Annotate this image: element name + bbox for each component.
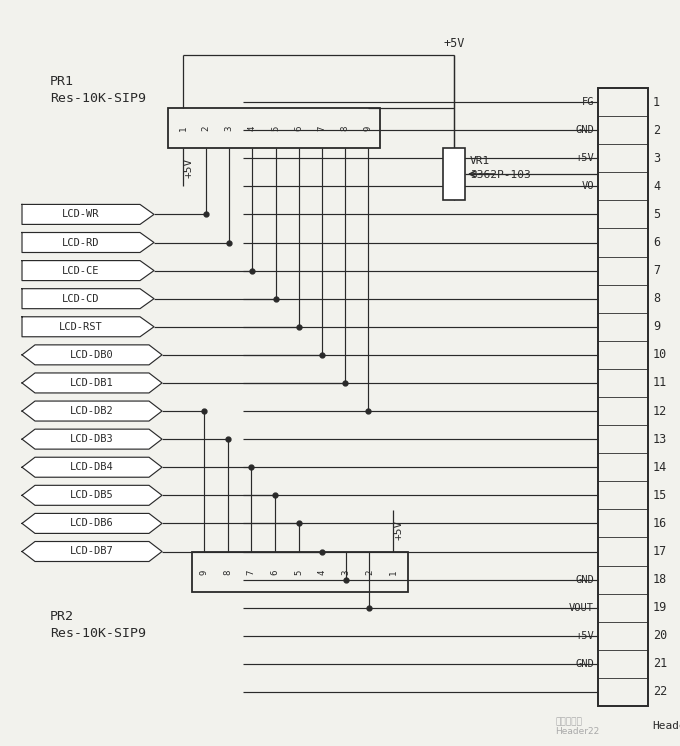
Polygon shape — [22, 373, 162, 393]
Text: 7: 7 — [318, 125, 326, 131]
Polygon shape — [22, 542, 162, 562]
Text: PR1: PR1 — [50, 75, 74, 88]
Text: 2: 2 — [202, 125, 211, 131]
Text: 9: 9 — [653, 320, 660, 333]
Bar — [192, 552, 408, 592]
Text: LCD-RST: LCD-RST — [59, 322, 103, 332]
Text: 19: 19 — [653, 601, 667, 614]
Text: GND: GND — [575, 574, 594, 585]
Text: GND: GND — [575, 659, 594, 669]
Text: 4: 4 — [248, 125, 257, 131]
Text: PR2: PR2 — [50, 610, 74, 623]
Polygon shape — [22, 233, 154, 252]
Text: 10: 10 — [653, 348, 667, 361]
Text: 1: 1 — [178, 125, 188, 131]
Text: LCD-CD: LCD-CD — [63, 294, 100, 304]
Text: 7: 7 — [653, 264, 660, 277]
Bar — [443, 148, 465, 200]
Text: LCD-DB2: LCD-DB2 — [70, 406, 114, 416]
Polygon shape — [22, 513, 162, 533]
Text: 21: 21 — [653, 657, 667, 671]
Text: Header22: Header22 — [652, 721, 680, 731]
Polygon shape — [22, 486, 162, 505]
Text: 3362P-103: 3362P-103 — [470, 170, 531, 180]
Text: 6: 6 — [294, 125, 303, 131]
Text: LCD-DB6: LCD-DB6 — [70, 518, 114, 528]
Text: 电子发烧友: 电子发烧友 — [555, 717, 582, 726]
Text: 3: 3 — [653, 151, 660, 165]
Polygon shape — [22, 457, 162, 477]
Text: VOUT: VOUT — [569, 603, 594, 612]
Polygon shape — [22, 289, 154, 309]
Text: 6: 6 — [271, 569, 279, 574]
Text: LCD-DB4: LCD-DB4 — [70, 463, 114, 472]
Text: 8: 8 — [653, 292, 660, 305]
Text: +5V: +5V — [575, 153, 594, 163]
Text: 8: 8 — [223, 569, 232, 574]
Text: LCD-DB1: LCD-DB1 — [70, 378, 114, 388]
Text: 4: 4 — [318, 569, 326, 574]
Text: +5V: +5V — [443, 37, 464, 50]
Text: 20: 20 — [653, 630, 667, 642]
Text: FG: FG — [581, 97, 594, 107]
Polygon shape — [22, 317, 154, 336]
Text: 9: 9 — [199, 569, 209, 574]
Text: +5V: +5V — [575, 631, 594, 641]
Text: 17: 17 — [653, 545, 667, 558]
Text: LCD-DB7: LCD-DB7 — [70, 547, 114, 557]
Text: VR1: VR1 — [470, 156, 490, 166]
Text: 16: 16 — [653, 517, 667, 530]
Text: 14: 14 — [653, 461, 667, 474]
Polygon shape — [22, 345, 162, 365]
Text: 2: 2 — [365, 569, 374, 574]
Bar — [598, 88, 648, 706]
Polygon shape — [22, 260, 154, 280]
Text: Res-10K-SIP9: Res-10K-SIP9 — [50, 627, 146, 640]
Polygon shape — [22, 429, 162, 449]
Text: 5: 5 — [271, 125, 280, 131]
Polygon shape — [22, 401, 162, 421]
Text: 2: 2 — [653, 124, 660, 137]
Text: 11: 11 — [653, 377, 667, 389]
Text: VO: VO — [581, 181, 594, 191]
Text: 18: 18 — [653, 573, 667, 586]
Text: 22: 22 — [653, 686, 667, 698]
Text: 1: 1 — [653, 95, 660, 109]
Text: LCD-CE: LCD-CE — [63, 266, 100, 275]
Text: LCD-DB3: LCD-DB3 — [70, 434, 114, 444]
Text: GND: GND — [575, 125, 594, 135]
Text: LCD-WR: LCD-WR — [63, 210, 100, 219]
Text: 5: 5 — [653, 208, 660, 221]
Text: 6: 6 — [653, 236, 660, 249]
Text: 13: 13 — [653, 433, 667, 445]
Text: LCD-RD: LCD-RD — [63, 237, 100, 248]
Text: 8: 8 — [341, 125, 350, 131]
Text: LCD-DB0: LCD-DB0 — [70, 350, 114, 360]
Polygon shape — [22, 204, 154, 225]
Text: 3: 3 — [225, 125, 234, 131]
Text: 12: 12 — [653, 404, 667, 418]
Bar — [168, 108, 380, 148]
Text: +5V: +5V — [184, 158, 194, 178]
Text: +5V: +5V — [394, 520, 404, 540]
Text: 5: 5 — [294, 569, 303, 574]
Text: Header22: Header22 — [555, 727, 599, 736]
Text: 15: 15 — [653, 489, 667, 502]
Text: 7: 7 — [247, 569, 256, 574]
Text: 3: 3 — [341, 569, 350, 574]
Text: 4: 4 — [653, 180, 660, 192]
Text: LCD-DB5: LCD-DB5 — [70, 490, 114, 501]
Text: 9: 9 — [364, 125, 373, 131]
Text: 1: 1 — [388, 569, 398, 574]
Text: Res-10K-SIP9: Res-10K-SIP9 — [50, 92, 146, 105]
